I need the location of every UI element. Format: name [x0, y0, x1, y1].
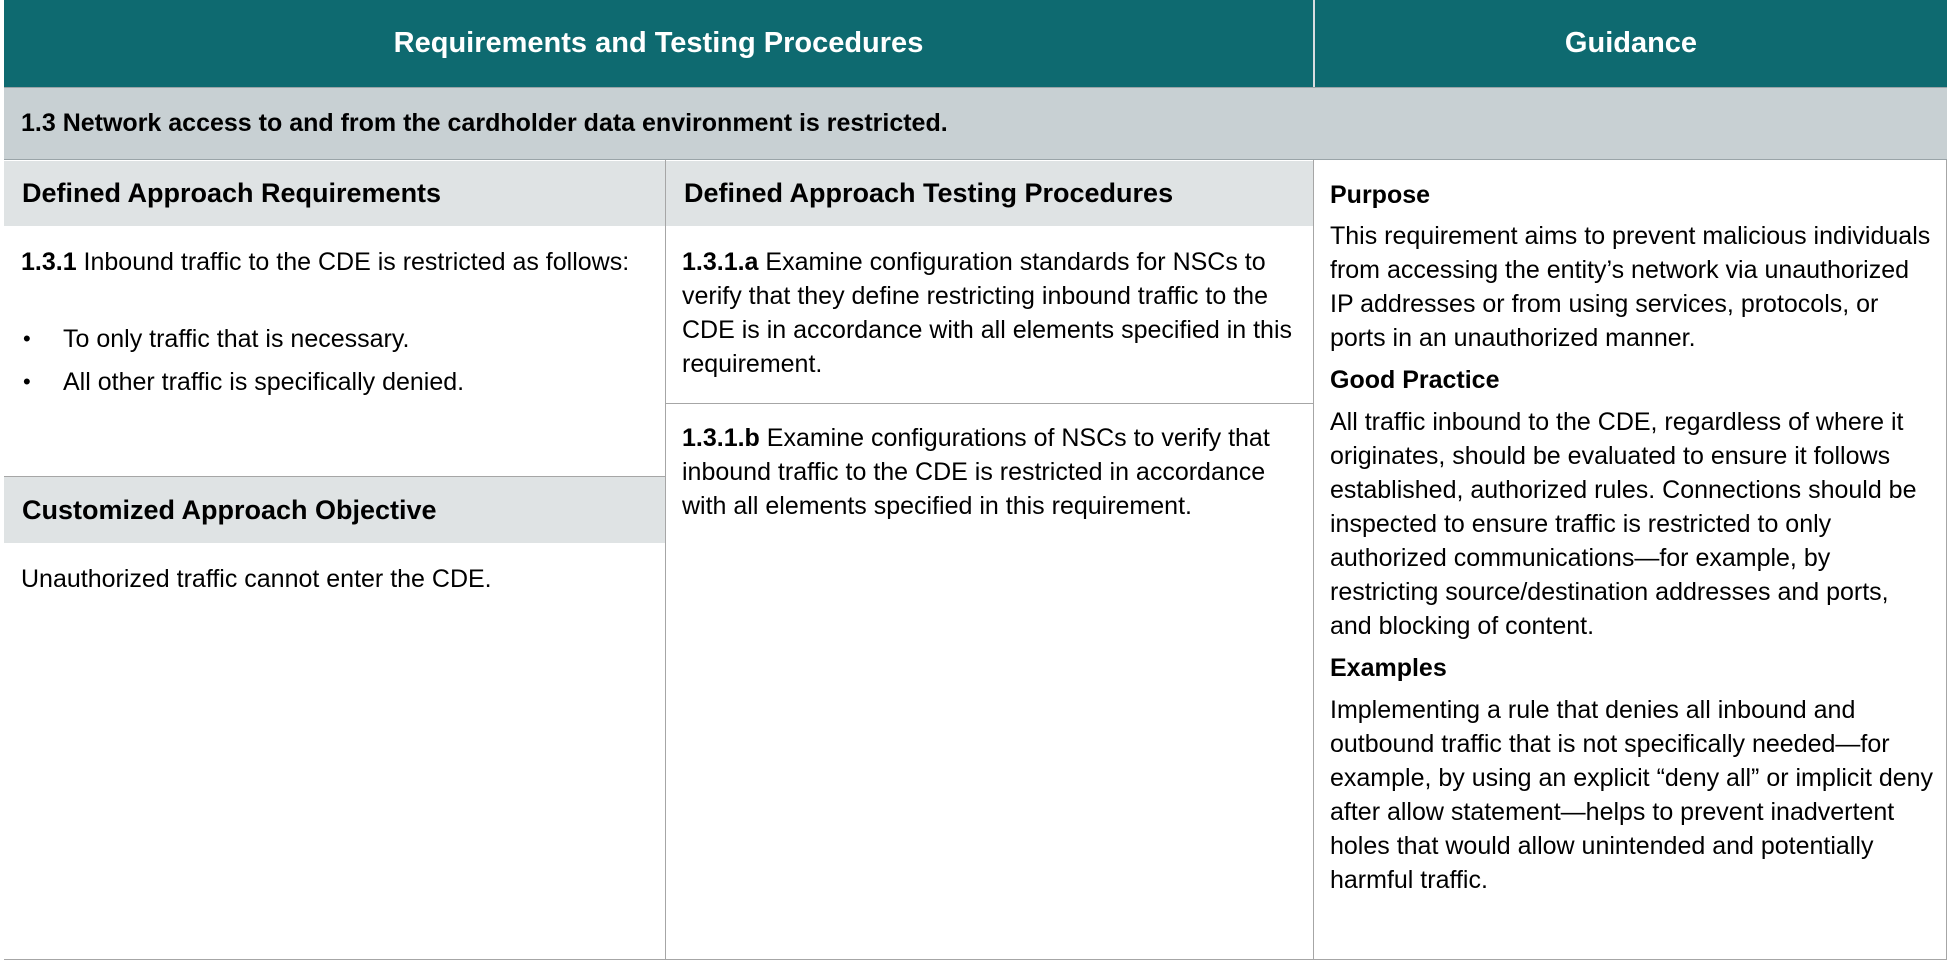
- guidance-header-label: Guidance: [1564, 27, 1698, 59]
- header-divider: [1313, 0, 1315, 87]
- testing-procedure-text: Examine configuration standards for NSCs…: [682, 248, 1292, 378]
- good-practice-text: All traffic inbound to the CDE, regardle…: [1330, 408, 1917, 640]
- customized-approach-header: Customized Approach Objective: [4, 477, 665, 543]
- customized-approach-label: Customized Approach Objective: [22, 494, 437, 525]
- requirement-bullet-list: To only traffic that is necessary. All o…: [21, 322, 641, 408]
- section-title: 1.3 Network access to and from the cardh…: [4, 87, 1947, 160]
- requirement-bullet: All other traffic is specifically denied…: [21, 365, 641, 399]
- purpose-heading: Purpose: [1330, 181, 1431, 209]
- requirement-1-3-1: 1.3.1 Inbound traffic to the CDE is rest…: [21, 245, 641, 279]
- defined-approach-testing-header: Defined Approach Testing Procedures: [666, 161, 1313, 226]
- defined-approach-requirements-header: Defined Approach Requirements: [4, 161, 665, 226]
- guidance-content: Purpose This requirement aims to prevent…: [1330, 178, 1935, 897]
- defined-approach-testing-label: Defined Approach Testing Procedures: [684, 178, 1174, 208]
- testing-procedure-id: 1.3.1.b: [682, 424, 760, 452]
- requirements-header: Requirements and Testing Procedures: [4, 0, 1313, 87]
- defined-approach-requirements-label: Defined Approach Requirements: [22, 178, 442, 208]
- customized-approach-text: Unauthorized traffic cannot enter the CD…: [21, 565, 492, 593]
- section-title-text: 1.3 Network access to and from the cardh…: [21, 109, 948, 137]
- testing-procedure-1-3-1-b: 1.3.1.b Examine configurations of NSCs t…: [682, 421, 1294, 523]
- requirement-id: 1.3.1: [21, 248, 77, 276]
- examples-heading: Examples: [1330, 654, 1447, 682]
- column-divider-left: [665, 160, 666, 960]
- guidance-header: Guidance: [1315, 0, 1947, 87]
- testing-procedure-1-3-1-a: 1.3.1.a Examine configuration standards …: [682, 245, 1294, 381]
- testing-procedure-text: Examine configurations of NSCs to verify…: [682, 424, 1270, 520]
- customized-approach-objective: Unauthorized traffic cannot enter the CD…: [21, 562, 641, 596]
- requirement-text: Inbound traffic to the CDE is restricted…: [76, 248, 630, 276]
- examples-text: Implementing a rule that denies all inbo…: [1330, 696, 1934, 894]
- good-practice-heading: Good Practice: [1330, 366, 1500, 394]
- purpose-text: This requirement aims to prevent malicio…: [1330, 222, 1931, 352]
- requirements-header-label: Requirements and Testing Procedures: [393, 27, 924, 59]
- testing-procedure-id: 1.3.1.a: [682, 248, 759, 276]
- requirement-bullet: To only traffic that is necessary.: [21, 322, 641, 356]
- column-divider-right: [1313, 160, 1314, 960]
- testing-procedure-divider: [666, 403, 1313, 404]
- table-bottom-border: [4, 959, 1947, 960]
- requirement-divider: [4, 476, 665, 477]
